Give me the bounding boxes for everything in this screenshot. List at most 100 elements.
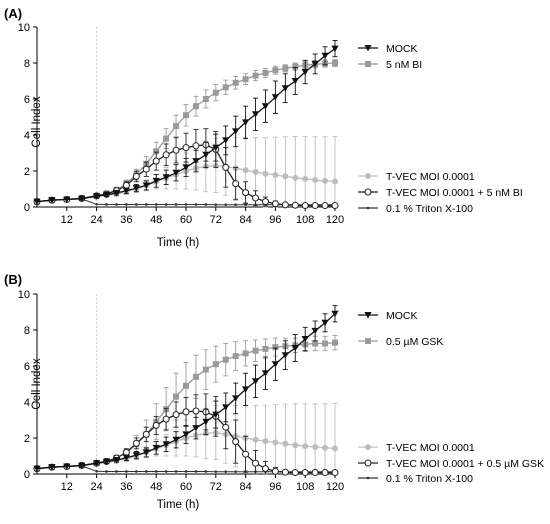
data-point <box>252 347 259 354</box>
legend-item: T-VEC MOI 0.0001 <box>358 442 475 454</box>
legend-marker <box>364 188 372 196</box>
data-point <box>115 470 118 473</box>
data-point <box>172 146 180 154</box>
x-tick-label: 60 <box>180 481 192 493</box>
data-point <box>184 203 188 206</box>
legend-item: T-VEC MOI 0.0001 + 5 nM BI <box>358 187 523 199</box>
data-point <box>251 111 260 118</box>
legend-marker <box>364 459 372 467</box>
series-0 <box>33 305 339 472</box>
data-point <box>252 168 259 175</box>
data-point <box>112 456 121 464</box>
data-point <box>192 158 200 165</box>
data-point <box>93 193 101 200</box>
data-point <box>132 172 140 180</box>
data-point <box>48 464 56 471</box>
data-point <box>262 69 269 76</box>
data-point <box>182 164 190 171</box>
data-point <box>173 123 180 129</box>
x-tick-label: 84 <box>239 214 251 226</box>
data-point <box>95 203 98 206</box>
data-point <box>202 366 209 373</box>
series-0 <box>33 40 339 205</box>
data-point <box>232 180 240 188</box>
x-tick-label: 108 <box>296 214 314 226</box>
data-point <box>332 60 338 66</box>
legend-label: MOCK <box>386 310 418 322</box>
x-tick-label: 120 <box>326 481 344 493</box>
legend-label: T-VEC MOI 0.0001 <box>386 171 475 183</box>
data-point <box>311 60 319 68</box>
y-tick-label: 8 <box>24 325 30 337</box>
data-point <box>224 203 228 206</box>
data-point <box>222 356 229 363</box>
data-point <box>272 344 279 351</box>
data-point <box>291 469 299 477</box>
legend-marker <box>364 45 372 52</box>
data-point <box>142 182 150 189</box>
data-point <box>122 454 130 462</box>
data-point <box>202 96 209 102</box>
data-point <box>232 395 240 402</box>
data-point <box>232 438 240 446</box>
data-point <box>112 189 121 197</box>
data-point <box>281 352 289 359</box>
data-point <box>102 191 111 199</box>
data-point <box>33 198 41 205</box>
data-point <box>172 411 180 419</box>
panel-a-x-axis-title: Time (h) <box>157 237 200 249</box>
data-point <box>63 463 71 470</box>
data-point <box>202 151 210 159</box>
data-point <box>192 373 199 380</box>
data-point <box>331 202 339 210</box>
data-point <box>312 444 319 450</box>
x-tick-label: 24 <box>90 214 102 226</box>
data-point <box>153 148 160 155</box>
data-point <box>271 467 279 475</box>
data-point <box>252 459 260 467</box>
x-tick-label: 72 <box>210 481 222 493</box>
data-point <box>322 444 329 451</box>
data-point <box>302 443 309 450</box>
data-point <box>302 175 309 182</box>
data-point <box>282 65 289 72</box>
data-point <box>271 94 279 101</box>
data-point <box>152 421 160 429</box>
legend-item: 5 nM BI <box>358 59 422 71</box>
y-tick-label: 4 <box>24 130 30 142</box>
legend-label: 0.1 % Triton X-100 <box>386 203 473 215</box>
legend-label: 0.1 % Triton X-100 <box>386 473 473 485</box>
data-point <box>144 203 148 206</box>
data-point <box>262 345 269 352</box>
legend-marker <box>365 61 371 67</box>
data-point <box>142 449 150 456</box>
data-point <box>173 393 180 400</box>
data-point <box>332 339 338 346</box>
data-point <box>242 167 249 174</box>
legend-item: MOCK <box>358 43 418 55</box>
data-point <box>154 203 158 206</box>
data-point <box>271 200 279 208</box>
legend-marker <box>365 173 371 179</box>
data-point <box>194 470 198 473</box>
legend-item: 0.1 % Triton X-100 <box>358 203 473 215</box>
legend-label: 5 nM BI <box>386 59 422 71</box>
panel-a-legend: MOCK 5 nM BI T-VEC MOI 0.0001 T-VEC MOI 0.0… <box>358 43 523 215</box>
data-point <box>232 353 239 360</box>
data-point <box>48 197 56 204</box>
data-point <box>244 203 247 206</box>
data-point <box>174 203 178 206</box>
x-tick-label: 36 <box>120 214 132 226</box>
x-tick-label: 60 <box>180 214 192 226</box>
data-point <box>272 439 279 446</box>
data-point <box>282 173 289 180</box>
data-point <box>132 452 140 459</box>
y-tick-label: 2 <box>24 433 30 445</box>
data-point <box>212 144 220 151</box>
legend-item: 0.5 µM GSK <box>358 336 443 348</box>
data-point <box>182 431 190 438</box>
y-tick-label: 4 <box>24 397 30 409</box>
data-point <box>212 361 219 368</box>
data-point <box>272 171 279 178</box>
